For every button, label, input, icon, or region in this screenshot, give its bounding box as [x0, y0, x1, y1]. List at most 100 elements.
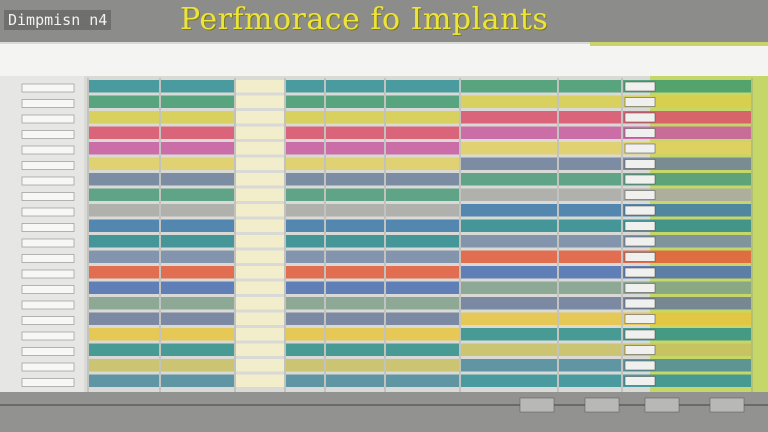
stripe-cell — [461, 374, 557, 387]
stripe-cell — [236, 297, 284, 310]
stripe-cell — [326, 328, 384, 341]
stripe-cell — [326, 359, 384, 372]
stripe-cell — [326, 157, 384, 170]
stripe-cell — [286, 173, 324, 186]
stripe-cell — [236, 250, 284, 263]
stripe-cell — [386, 235, 459, 248]
label-cell — [21, 83, 75, 93]
value-tag — [624, 205, 656, 216]
label-cell — [21, 378, 75, 387]
footer-rule — [0, 404, 768, 406]
stripe-cell — [559, 188, 621, 201]
stripe-cell — [559, 111, 621, 124]
stripe-cell — [386, 250, 459, 263]
stripe-cell — [89, 111, 159, 124]
stripe-cell — [236, 80, 284, 93]
stripe-cell — [326, 281, 384, 294]
stripe-cell — [461, 95, 557, 108]
stripe-cell — [286, 312, 324, 325]
stripe-cell — [89, 173, 159, 186]
stripe-cell — [559, 219, 621, 232]
stripe-cell — [161, 204, 234, 217]
stripe-cell — [386, 312, 459, 325]
stripe-cell — [161, 235, 234, 248]
label-cell — [21, 269, 75, 279]
stripe-cell — [89, 281, 159, 294]
value-tag — [624, 112, 656, 123]
header-accent — [590, 38, 768, 46]
stripe-cell — [236, 312, 284, 325]
value-tag — [624, 360, 656, 371]
stripe-cell — [89, 219, 159, 232]
stripe-cell — [161, 111, 234, 124]
stripe-cell — [161, 281, 234, 294]
value-tag — [624, 345, 656, 355]
footer-tag — [644, 397, 680, 413]
stripe-cell — [559, 173, 621, 186]
stripe-cell — [161, 219, 234, 232]
stripe-cell — [236, 142, 284, 155]
stripe-cell — [386, 281, 459, 294]
stripe-cell — [559, 281, 621, 294]
stripe-cell — [236, 219, 284, 232]
stripe-cell — [326, 173, 384, 186]
footer-tag — [709, 397, 745, 413]
stripe-cell — [286, 111, 324, 124]
stripe-cell — [161, 188, 234, 201]
stripe-cell — [286, 95, 324, 108]
stripe-cell — [89, 142, 159, 155]
stripe-cell — [286, 297, 324, 310]
stripe-cell — [559, 359, 621, 372]
stripe-cell — [386, 126, 459, 139]
stripe-cell — [461, 281, 557, 294]
stripe-cell — [89, 126, 159, 139]
stripe-cell — [559, 374, 621, 387]
value-tag — [624, 298, 656, 309]
stripe-cell — [559, 157, 621, 170]
stripe-cell — [559, 126, 621, 139]
stripe-cell — [326, 374, 384, 387]
stripe-cell — [89, 250, 159, 263]
footer-tag — [584, 397, 620, 413]
label-cell — [21, 347, 75, 356]
stripe-cell — [286, 374, 324, 387]
stripe-cell — [286, 188, 324, 201]
stripe-cell — [386, 157, 459, 170]
value-tag — [624, 128, 656, 138]
stripe-cell — [559, 250, 621, 263]
header: Dimpmisn n4 Perfmorace fo Implants — [0, 0, 768, 42]
stripe-cell — [326, 343, 384, 356]
label-cell — [21, 192, 75, 201]
stripe-cell — [161, 297, 234, 310]
stripe-cell — [236, 359, 284, 372]
stripe-cell — [386, 111, 459, 124]
stripe-cell — [461, 312, 557, 325]
stripe-cell — [461, 111, 557, 124]
stripe-cell — [286, 126, 324, 139]
stripe-cell — [161, 173, 234, 186]
stripe-cell — [161, 328, 234, 341]
stripe-cell — [89, 328, 159, 341]
header-title: Perfmorace fo Implants — [180, 2, 549, 37]
stripe-cell — [326, 312, 384, 325]
stripe-cell — [236, 266, 284, 279]
stripe-cell — [89, 95, 159, 108]
stripe-cell — [236, 235, 284, 248]
footer-tag — [519, 397, 555, 413]
value-tag — [624, 81, 656, 92]
stripe-cell — [236, 281, 284, 294]
footer-bar — [0, 392, 768, 432]
stripe-cell — [89, 297, 159, 310]
label-cell — [21, 285, 75, 294]
value-tag — [624, 236, 656, 247]
value-tag — [624, 267, 656, 278]
value-tag — [624, 97, 656, 107]
stripe-cell — [286, 204, 324, 217]
stripe-cell — [286, 80, 324, 93]
label-cell — [21, 99, 75, 108]
stripe-cell — [89, 266, 159, 279]
stripe-cell — [386, 328, 459, 341]
stripe-cell — [236, 173, 284, 186]
stripe-cell — [386, 297, 459, 310]
